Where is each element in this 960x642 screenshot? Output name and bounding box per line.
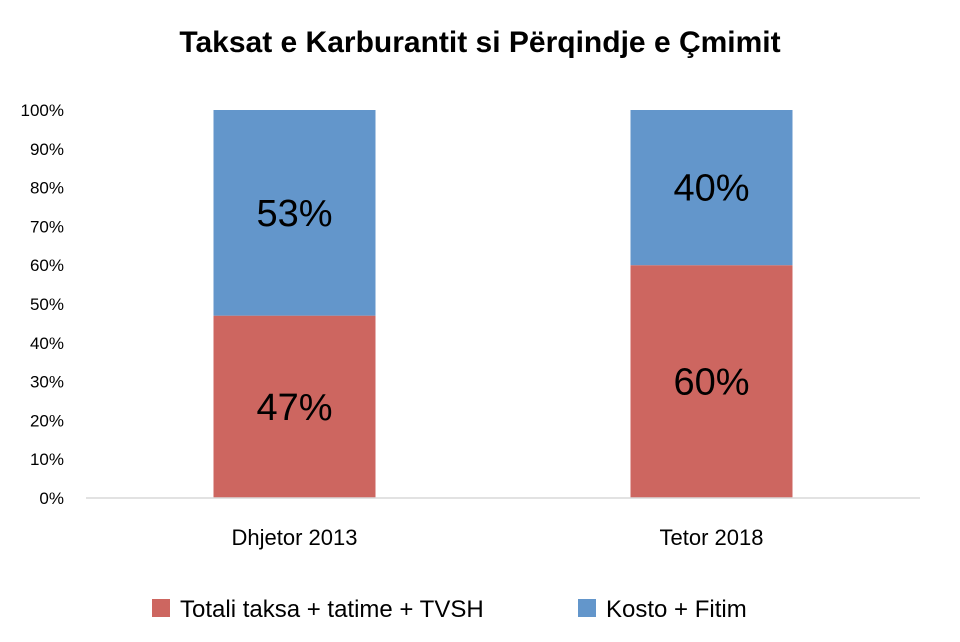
data-label: 40% [673, 168, 749, 210]
chart-title: Taksat e Karburantit si Përqindje e Çmim… [179, 26, 780, 59]
y-tick-label: 20% [30, 411, 64, 430]
legend-label: Totali taksa + tatime + TVSH [180, 596, 484, 623]
y-tick-label: 50% [30, 295, 64, 314]
data-label: 47% [256, 387, 332, 429]
bar-segment [630, 265, 793, 498]
y-tick-label: 30% [30, 373, 64, 392]
bars: 47% 53% 60% 40% [213, 110, 793, 498]
data-label: 60% [673, 362, 749, 404]
y-axis-ticks: 0% 10% 20% 30% 40% 50% 60% 70% 80% 90% 100% [21, 101, 64, 508]
category-label: Dhjetor 2013 [232, 525, 358, 550]
legend: Totali taksa + tatime + TVSH Kosto + Fiti… [152, 596, 747, 623]
data-label: 53% [256, 193, 332, 235]
bar-segment [630, 110, 793, 266]
y-tick-label: 10% [30, 450, 64, 469]
legend-swatch [578, 599, 596, 617]
legend-swatch [152, 599, 170, 617]
category-label: Tetor 2018 [660, 525, 764, 550]
y-tick-label: 70% [30, 217, 64, 236]
y-tick-label: 40% [30, 334, 64, 353]
category-labels: Dhjetor 2013 Tetor 2018 [232, 525, 764, 550]
y-tick-label: 100% [21, 101, 64, 120]
y-tick-label: 60% [30, 256, 64, 275]
y-tick-label: 80% [30, 179, 64, 198]
bar-segment [213, 110, 376, 316]
y-tick-label: 0% [39, 489, 64, 508]
bar-segment [213, 315, 376, 498]
legend-label: Kosto + Fitim [606, 596, 747, 623]
y-tick-label: 90% [30, 140, 64, 159]
